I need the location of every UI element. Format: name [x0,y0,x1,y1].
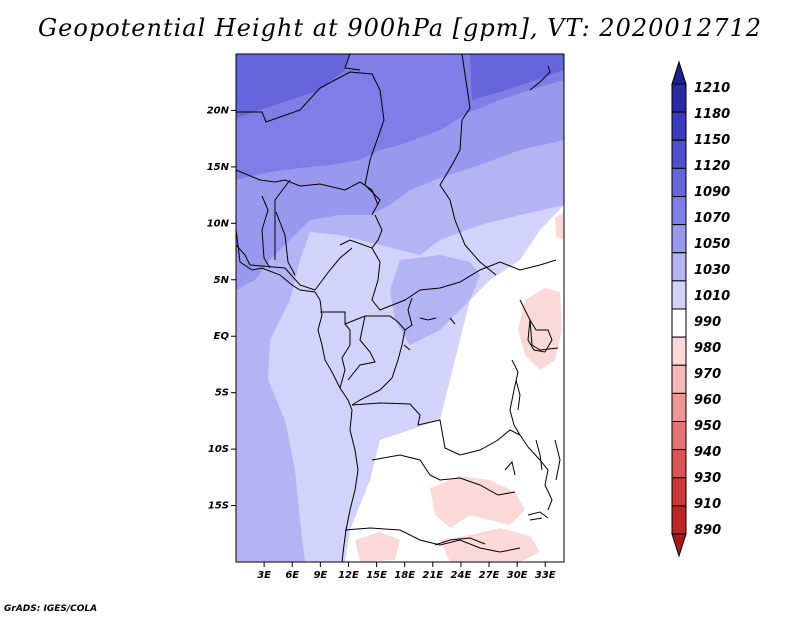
colorbar-swatch [671,449,687,479]
coastline [236,229,359,562]
y-tick-label: 15N [207,162,230,173]
colorbar-swatch [671,167,687,197]
height-field [236,54,564,562]
chart-title: Geopotential Height at 900hPa [gpm], VT:… [38,14,762,42]
colorbar-label: 1150 [694,133,730,148]
y-tick-label: 10S [208,444,229,455]
colorbar-swatch [671,505,687,535]
contour-band-980-southeast [440,528,540,562]
colorbar-label: 1050 [694,237,730,252]
contour-band-980-patch [555,212,564,240]
contour-band-990 [345,205,564,562]
contour-band-980-southwest [355,532,400,562]
colorbar-swatch [671,224,687,254]
colorbar-swatch [671,83,687,113]
colorbar-swatch [671,421,687,451]
colorbar-label: 1180 [694,107,730,122]
x-tick-label: 3E [257,570,271,581]
country-borders [236,54,561,553]
contour-band-980-east [518,288,562,370]
colorbar-swatch [671,392,687,422]
colorbar-label: 1010 [694,289,730,304]
y-axis: 20N 15N 10N 5N EQ 5S 10S 15S [207,105,236,512]
contour-band-1090-east [470,54,564,100]
lakes [403,317,553,521]
colorbar-swatch [671,111,687,141]
y-tick-label: 20N [207,105,230,116]
colorbar-top-arrow [671,60,687,85]
x-tick-label: 9E [313,570,327,581]
x-tick-label: 33E [535,570,556,581]
x-tick-label: 6E [285,570,299,581]
colorbar-swatch [671,336,687,366]
y-tick-label: 5S [215,388,229,399]
colorbar-label: 990 [694,315,721,330]
y-tick-label: 5N [214,275,230,286]
colorbar-label: 930 [694,471,721,486]
colorbar-swatch [671,308,687,338]
x-axis: 3E 6E 9E 12E 15E 18E 21E 24E 27E 30E 33E [257,562,556,581]
x-tick-label: 27E [479,570,500,581]
colorbar-label: 1210 [694,81,730,96]
y-tick-label: EQ [214,331,230,342]
x-tick-label: 12E [338,570,359,581]
x-tick-label: 15E [366,570,387,581]
x-tick-label: 24E [451,570,472,581]
colorbar-bottom-arrow [671,533,687,558]
colorbar-label: 950 [694,419,721,434]
x-tick-label: 18E [394,570,415,581]
colorbar-label: 1030 [694,263,730,278]
contour-band-980-south [430,476,525,528]
colorbar-label: 940 [694,445,721,460]
colorbar-label: 910 [694,497,721,512]
colorbar-label: 970 [694,367,721,382]
colorbar-swatch [671,139,687,169]
colorbar-label: 1070 [694,211,730,226]
x-tick-label: 21E [422,570,443,581]
grads-credit: GrADS: IGES/COLA [4,604,98,614]
colorbar-label: 960 [694,393,721,408]
colorbar-swatch [671,252,687,282]
contour-band-1030-east [390,255,480,345]
colorbar-label: 1120 [694,159,730,174]
colorbar-swatch [671,196,687,226]
colorbar-label: 1090 [694,185,730,200]
colorbar-swatch [671,364,687,394]
y-tick-label: 15S [208,501,229,512]
map-frame [235,53,565,563]
colorbar-label: 890 [694,523,721,538]
x-tick-label: 30E [507,570,528,581]
colorbar: 1210 1180 1150 1120 1090 1070 1050 1030 1010 990 9… [671,60,730,558]
colorbar-label: 980 [694,341,721,356]
y-tick-label: 10N [207,218,230,229]
colorbar-swatch [671,280,687,310]
contour-band-1090 [236,54,350,118]
colorbar-swatch [671,477,687,507]
